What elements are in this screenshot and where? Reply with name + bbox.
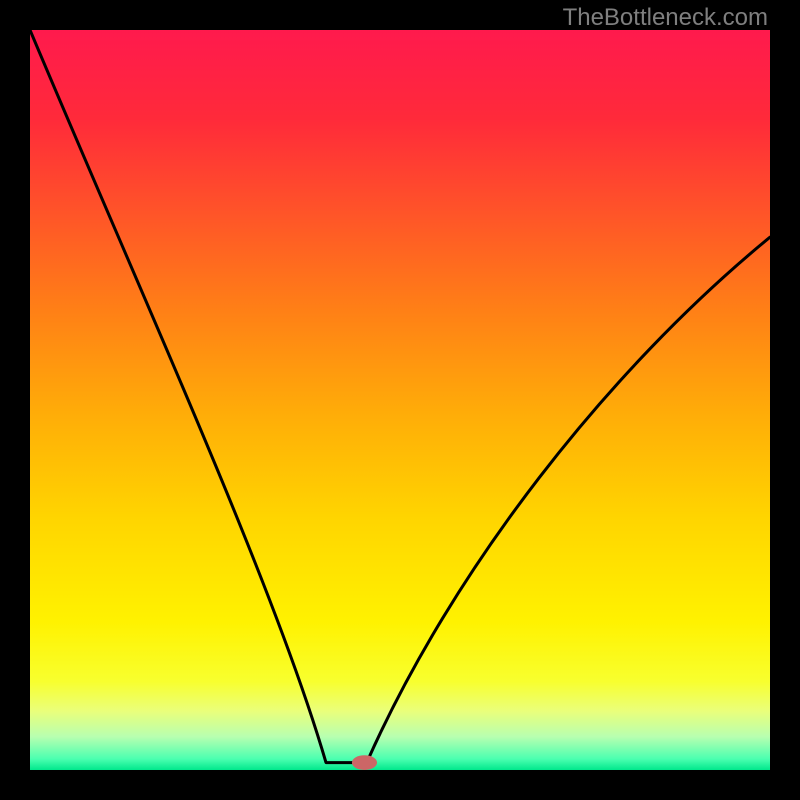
gradient-background	[30, 30, 770, 770]
plot-area	[30, 30, 770, 770]
attribution-text: TheBottleneck.com	[563, 4, 768, 32]
optimum-marker	[352, 755, 377, 770]
chart-svg	[30, 30, 770, 770]
